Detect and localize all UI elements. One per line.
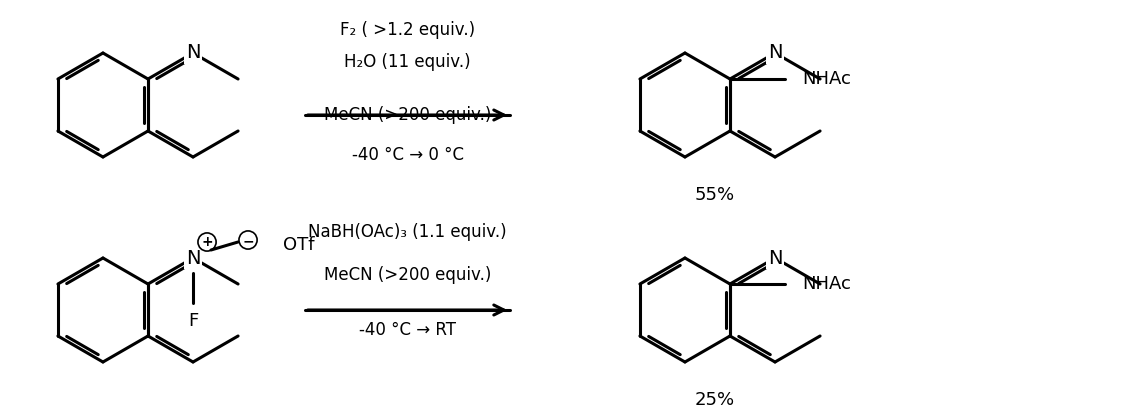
Text: 55%: 55%: [695, 186, 735, 204]
Text: NaBH(OAc)₃ (1.1 equiv.): NaBH(OAc)₃ (1.1 equiv.): [308, 223, 507, 241]
Text: $\mathbf{-}$: $\mathbf{-}$: [242, 233, 254, 247]
Text: MeCN (>200 equiv.): MeCN (>200 equiv.): [324, 266, 491, 284]
Text: OTf: OTf: [283, 236, 315, 254]
Text: MeCN (>200 equiv.): MeCN (>200 equiv.): [324, 106, 491, 124]
Text: -40 °C → 0 °C: -40 °C → 0 °C: [352, 146, 463, 164]
Text: F: F: [188, 312, 198, 330]
Text: 25%: 25%: [695, 391, 735, 409]
Text: N: N: [185, 248, 200, 267]
Text: NHAc: NHAc: [803, 275, 851, 293]
Text: F₂ ( >1.2 equiv.): F₂ ( >1.2 equiv.): [339, 21, 475, 39]
Text: -40 °C → RT: -40 °C → RT: [359, 321, 456, 339]
Text: $\mathbf{+}$: $\mathbf{+}$: [201, 235, 214, 249]
Text: H₂O (11 equiv.): H₂O (11 equiv.): [344, 53, 471, 71]
Text: NHAc: NHAc: [803, 70, 851, 88]
Text: N: N: [768, 248, 782, 267]
Text: N: N: [185, 44, 200, 62]
Text: N: N: [768, 44, 782, 62]
